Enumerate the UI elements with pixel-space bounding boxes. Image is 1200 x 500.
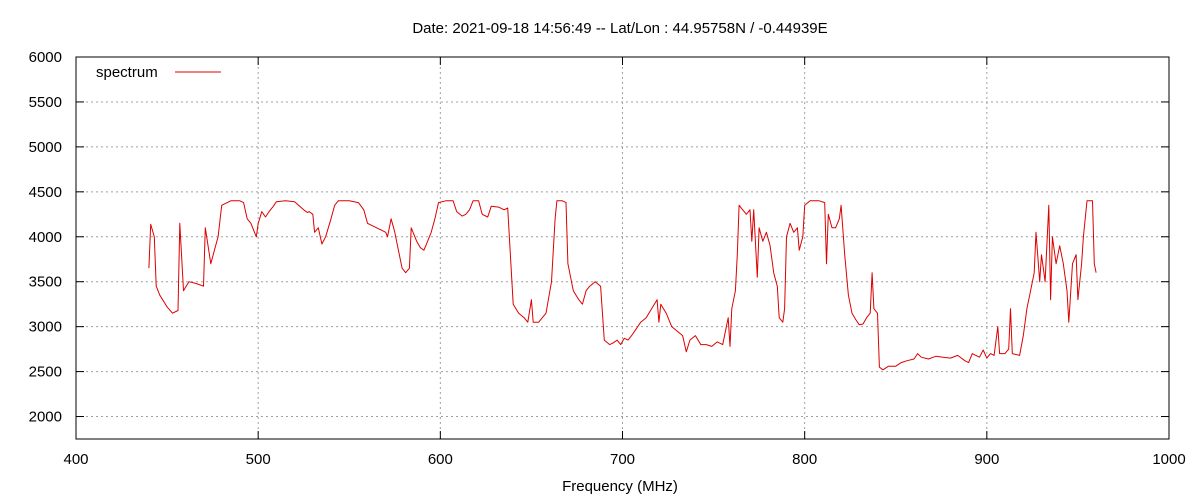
x-tick-label: 700 bbox=[610, 451, 635, 468]
chart-title: Date: 2021-09-18 14:56:49 -- Lat/Lon : 4… bbox=[412, 20, 827, 37]
x-tick-label: 900 bbox=[974, 451, 999, 468]
y-tick-label: 4500 bbox=[29, 184, 62, 201]
x-axis-label: Frequency (MHz) bbox=[562, 478, 678, 495]
axis-ticks: 2000 2500 3000 3500 4000 4500 5000 5500 6000 400 5… bbox=[29, 49, 1186, 468]
x-tick-label: 1000 bbox=[1152, 451, 1185, 468]
y-tick-label: 2500 bbox=[29, 364, 62, 381]
grid-lines bbox=[76, 57, 1169, 439]
series-layer bbox=[148, 200, 1097, 371]
x-tick-label: 800 bbox=[792, 451, 817, 468]
x-tick-label: 600 bbox=[428, 451, 453, 468]
y-tick-label: 6000 bbox=[29, 49, 62, 66]
y-tick-label: 2000 bbox=[29, 409, 62, 426]
y-tick-label: 5500 bbox=[29, 94, 62, 111]
series-line-spectrum bbox=[148, 200, 1097, 371]
x-tick-label: 400 bbox=[63, 451, 88, 468]
y-tick-label: 5000 bbox=[29, 139, 62, 156]
legend: spectrum bbox=[96, 64, 221, 81]
x-tick-label: 500 bbox=[246, 451, 271, 468]
y-tick-label: 3500 bbox=[29, 274, 62, 291]
y-tick-label: 3000 bbox=[29, 319, 62, 336]
y-tick-label: 4000 bbox=[29, 229, 62, 246]
legend-label: spectrum bbox=[96, 64, 158, 81]
